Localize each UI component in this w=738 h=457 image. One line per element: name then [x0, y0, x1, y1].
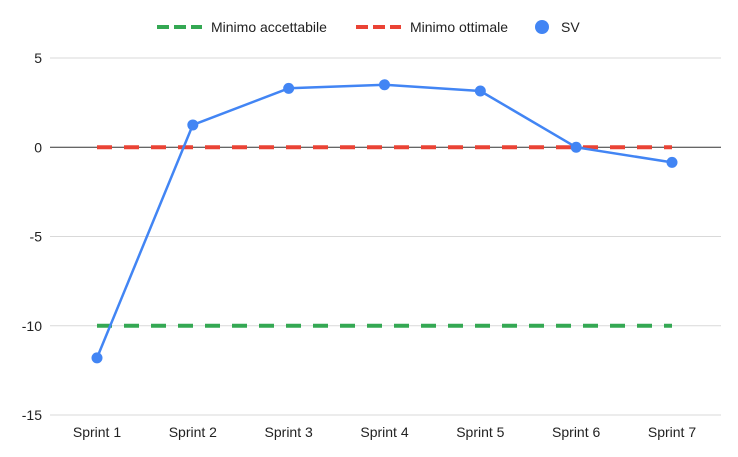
series-line-sv — [95, 83, 673, 359]
legend-swatch — [535, 20, 549, 34]
x-tick-label: Sprint 4 — [360, 424, 408, 440]
legend-label: Minimo accettabile — [211, 19, 327, 35]
data-point-sv — [91, 352, 103, 364]
data-point-sv — [379, 79, 390, 91]
x-tick-label: Sprint 2 — [169, 424, 217, 440]
x-tick-label: Sprint 1 — [73, 424, 121, 440]
legend[interactable]: Minimo accettabile Minimo ottimale SV — [157, 19, 580, 35]
legend-item-minimo-ottimale[interactable]: Minimo ottimale — [356, 19, 508, 35]
data-point-sv — [283, 82, 295, 94]
y-tick-label: -5 — [30, 229, 43, 245]
y-axis-ticks: 5 0 -5 -10 -15 — [22, 50, 42, 423]
x-tick-label: Sprint 7 — [648, 424, 696, 440]
grid-layer — [50, 57, 721, 416]
legend-label: SV — [561, 19, 580, 35]
legend-label: Minimo ottimale — [410, 19, 508, 35]
series-layer — [91, 79, 678, 364]
data-point-sv — [187, 119, 199, 131]
data-point-sv — [570, 141, 582, 153]
x-tick-label: Sprint 6 — [552, 424, 600, 440]
y-tick-label: 5 — [34, 50, 42, 66]
y-tick-label: -15 — [22, 407, 42, 423]
data-point-sv — [666, 156, 678, 168]
legend-item-minimo-accettabile[interactable]: Minimo accettabile — [157, 19, 327, 35]
data-point-sv — [474, 85, 486, 97]
legend-item-sv[interactable]: SV — [535, 19, 580, 35]
x-axis-ticks: Sprint 1 Sprint 2 Sprint 3 Sprint 4 Sprint 5… — [73, 424, 696, 440]
y-tick-label: 0 — [34, 139, 42, 155]
y-tick-label: -10 — [22, 318, 42, 334]
x-tick-label: Sprint 3 — [265, 424, 313, 440]
x-tick-label: Sprint 5 — [456, 424, 504, 440]
